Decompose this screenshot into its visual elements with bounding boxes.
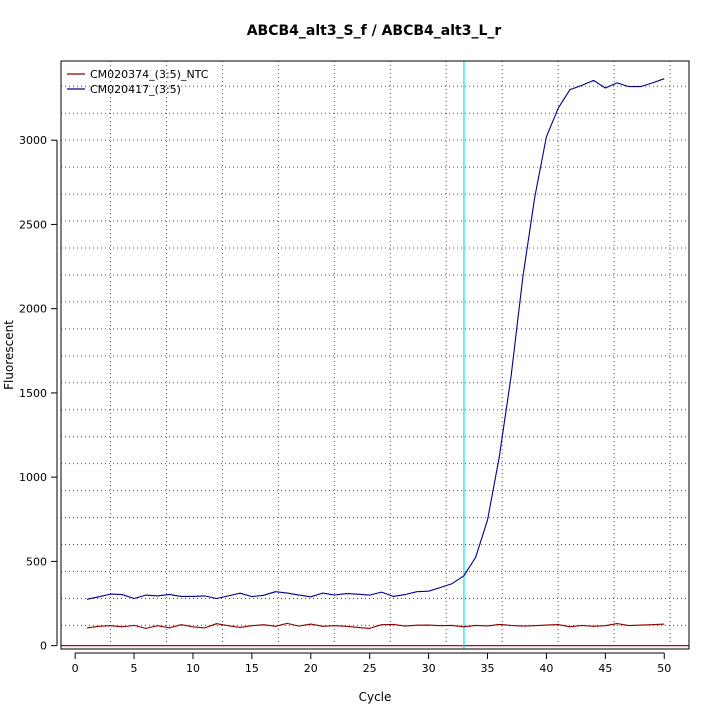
y-tick-label: 1000 <box>19 471 47 484</box>
legend: CM020374_(3:5)_NTC CM020417_(3:5) <box>67 68 209 96</box>
series-lines <box>86 78 665 629</box>
series-line-1 <box>86 622 665 629</box>
x-tick-label: 20 <box>304 662 318 675</box>
x-tick-label: 25 <box>363 662 377 675</box>
series-line-2 <box>86 78 665 600</box>
x-tick-label: 35 <box>481 662 495 675</box>
chart-title: ABCB4_alt3_S_f / ABCB4_alt3_L_r <box>247 23 502 39</box>
x-axis-title: Cycle <box>359 690 392 704</box>
x-tick-label: 10 <box>186 662 200 675</box>
y-tick-label: 3000 <box>19 134 47 147</box>
y-axis: 0 500 1000 1500 2000 2500 3000 <box>19 134 58 653</box>
y-axis-title: Fluorescent <box>2 320 16 390</box>
x-tick-label: 45 <box>598 662 612 675</box>
y-tick-label: 2500 <box>19 218 47 231</box>
reference-lines <box>61 61 689 649</box>
x-tick-label: 40 <box>539 662 553 675</box>
x-tick-label: 15 <box>245 662 259 675</box>
y-tick-label: 2000 <box>19 303 47 316</box>
y-tick-label: 1500 <box>19 387 47 400</box>
x-tick-label: 0 <box>72 662 79 675</box>
x-tick-label: 50 <box>657 662 671 675</box>
y-tick-label: 0 <box>40 640 47 653</box>
x-tick-label: 5 <box>131 662 138 675</box>
grid-lines <box>61 61 689 649</box>
y-tick-label: 500 <box>26 555 47 568</box>
x-axis: 0 5 10 15 20 25 30 35 40 45 50 <box>72 652 671 675</box>
legend-label-2: CM020417_(3:5) <box>90 83 181 96</box>
legend-label-1: CM020374_(3:5)_NTC <box>90 68 209 81</box>
plot-frame <box>60 60 690 650</box>
x-tick-label: 30 <box>422 662 436 675</box>
